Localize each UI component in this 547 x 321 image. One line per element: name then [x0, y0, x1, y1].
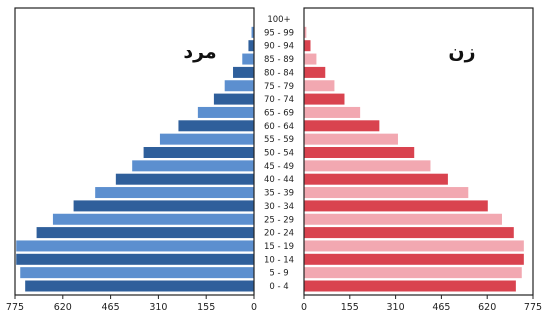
female-bar — [304, 133, 398, 145]
female-bar — [304, 147, 415, 158]
female-x-axis: 0 155 310 465 620 775 — [301, 295, 542, 313]
x-tick-label: 0 — [301, 302, 307, 313]
male-bar — [36, 227, 255, 239]
male-bar — [213, 93, 254, 105]
male-bar — [178, 120, 254, 132]
female-bar — [304, 26, 307, 38]
female-bar — [304, 187, 469, 199]
age-group-label: 30 - 34 — [264, 202, 294, 212]
male-bar — [143, 147, 254, 158]
x-tick-label: 620 — [54, 302, 72, 313]
male-panel-frame — [14, 7, 255, 296]
male-bar — [233, 66, 254, 78]
female-series-label: زن — [448, 41, 475, 63]
male-bars — [16, 26, 255, 292]
female-bar — [304, 93, 345, 105]
male-bar — [242, 53, 254, 65]
age-group-label: 10 - 14 — [264, 255, 294, 265]
age-group-label: 80 - 84 — [264, 68, 294, 78]
age-group-label: 20 - 24 — [264, 229, 294, 239]
age-group-label: 100+ — [267, 15, 290, 25]
male-bar — [159, 133, 254, 145]
female-bar — [304, 53, 317, 65]
age-group-label: 90 - 94 — [264, 42, 294, 52]
age-group-labels: 0 - 4 5 - 9 10 - 14 15 - 19 20 - 24 25 - 29 30… — [264, 15, 294, 292]
male-bar — [197, 106, 254, 118]
female-bars — [304, 26, 524, 292]
female-bar — [304, 120, 380, 132]
male-bar — [52, 213, 255, 225]
female-bar — [304, 240, 524, 252]
male-bar — [73, 200, 254, 212]
x-tick-label: 775 — [524, 302, 542, 313]
age-group-label: 45 - 49 — [264, 162, 294, 172]
male-bar — [115, 173, 254, 185]
x-tick-label: 465 — [102, 302, 120, 313]
x-tick-label: 465 — [432, 302, 450, 313]
x-tick-label: 155 — [341, 302, 359, 313]
male-bar — [20, 267, 254, 279]
female-bar — [304, 227, 514, 239]
x-tick-label: 155 — [197, 302, 215, 313]
female-bar — [304, 200, 488, 212]
female-bar — [304, 160, 431, 172]
female-bar — [304, 106, 361, 118]
male-bar — [251, 26, 254, 38]
age-group-label: 0 - 4 — [269, 282, 288, 292]
x-tick-label: 310 — [149, 302, 167, 313]
female-bar — [304, 213, 502, 225]
female-bar — [304, 173, 448, 185]
age-group-label: 85 - 89 — [264, 55, 294, 65]
female-bar — [304, 66, 326, 78]
female-bar — [304, 253, 524, 265]
age-group-label: 35 - 39 — [264, 189, 294, 199]
age-group-label: 65 - 69 — [264, 108, 294, 118]
male-bar — [224, 80, 254, 92]
male-bar — [132, 160, 254, 172]
age-group-label: 50 - 54 — [264, 149, 294, 159]
age-group-label: 95 - 99 — [264, 28, 294, 38]
age-group-label: 60 - 64 — [264, 122, 294, 132]
age-group-label: 40 - 44 — [264, 175, 294, 185]
x-tick-label: 0 — [251, 302, 257, 313]
age-group-label: 75 - 79 — [264, 82, 294, 92]
male-bar — [95, 187, 255, 199]
female-bar — [304, 267, 522, 279]
female-bar — [304, 280, 516, 292]
male-bar — [25, 280, 255, 292]
age-group-label: 70 - 74 — [264, 95, 294, 105]
age-group-label: 15 - 19 — [264, 242, 294, 252]
female-bar — [304, 40, 311, 52]
age-group-label: 5 - 9 — [269, 269, 288, 279]
male-x-axis: 775 620 465 310 155 0 — [6, 295, 257, 313]
age-group-label: 55 - 59 — [264, 135, 294, 145]
male-bar — [248, 40, 254, 52]
male-bar — [16, 253, 255, 265]
female-panel-frame — [303, 7, 534, 296]
age-group-label: 25 - 29 — [264, 215, 294, 225]
x-tick-label: 620 — [478, 302, 496, 313]
male-bar — [16, 240, 255, 252]
female-bar — [304, 80, 335, 92]
x-tick-label: 310 — [387, 302, 405, 313]
x-tick-label: 775 — [6, 302, 24, 313]
male-series-label: مرد — [183, 41, 216, 63]
